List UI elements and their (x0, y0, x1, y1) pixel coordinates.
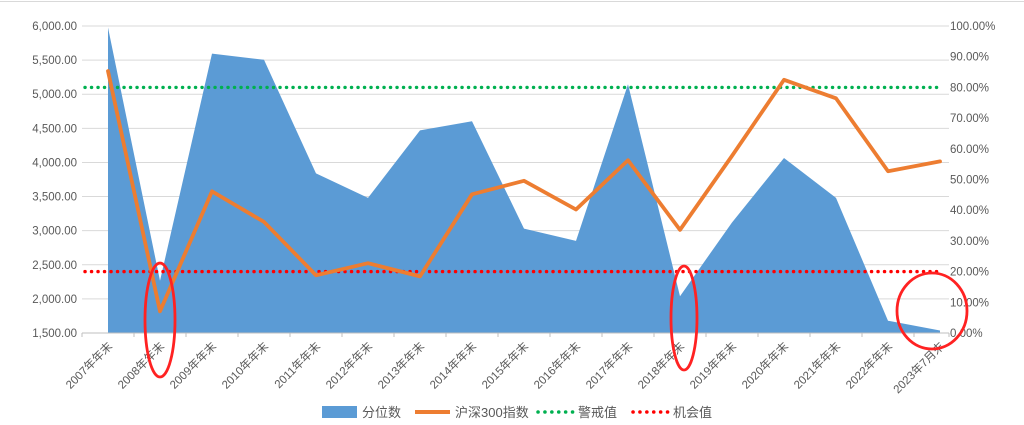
annotation-ellipse-2008 (143, 261, 177, 379)
right-axis-tick-label: 100.00% (950, 21, 995, 33)
left-axis-tick-label: 5,000.00 (32, 89, 77, 101)
legend-swatch-percentile (322, 406, 357, 418)
right-axis-tick-label: 50.00% (950, 175, 989, 187)
left-axis-tick-label: 2,000.00 (32, 294, 77, 306)
legend-label-opportunity: 机会值 (673, 405, 712, 420)
left-axis-tick-label: 2,500.00 (32, 260, 77, 272)
right-axis-tick-label: 30.00% (950, 236, 989, 248)
right-axis-tick-label: 70.00% (950, 113, 989, 125)
annotation-ellipse-2023-07 (895, 271, 969, 351)
right-axis-tick-label: 40.00% (950, 205, 989, 217)
left-axis-tick-label: 4,500.00 (32, 123, 77, 135)
percentile-area-series (108, 27, 940, 333)
right-axis-tick-label: 10.00% (950, 297, 989, 309)
right-axis-tick-label: 20.00% (950, 267, 989, 279)
left-axis-tick-label: 5,500.00 (32, 55, 77, 67)
left-axis-tick-label: 3,500.00 (32, 192, 77, 204)
left-axis-tick-label: 1,500.00 (32, 328, 77, 340)
left-axis-tick-label: 4,000.00 (32, 157, 77, 169)
legend-label-percentile: 分位数 (362, 405, 401, 420)
csi300-line-series (106, 69, 942, 314)
annotation-ellipse-2018 (669, 264, 699, 372)
right-axis-tick-label: 80.00% (950, 82, 989, 94)
legend-label-csi300: 沪深300指数 (455, 405, 529, 420)
left-axis-tick-label: 6,000.00 (32, 21, 77, 33)
legend-label-warning: 警戒值 (578, 405, 617, 420)
left-axis-tick-label: 3,000.00 (32, 226, 77, 238)
right-axis-tick-label: 90.00% (950, 52, 989, 64)
right-axis-tick-label: 60.00% (950, 144, 989, 156)
